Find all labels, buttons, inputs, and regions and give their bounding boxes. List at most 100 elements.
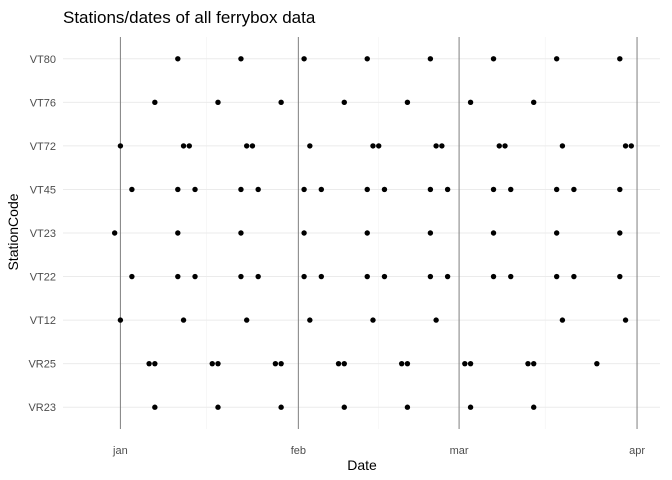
data-point-vt76 [215, 99, 221, 106]
data-point-vt23 [364, 230, 370, 236]
data-point-vt76 [278, 99, 284, 106]
x-tick-label-jan: jan [112, 445, 128, 457]
data-point-vt76 [531, 99, 537, 106]
data-point-vt45 [301, 186, 307, 193]
data-point-vt45 [427, 186, 434, 193]
data-point-vt45 [444, 186, 451, 193]
reference-lines [119, 37, 638, 429]
data-point-vt22 [318, 273, 325, 280]
y-axis-title: StationCode [5, 193, 21, 270]
data-point-vt72 [622, 143, 629, 149]
data-point-vt22 [255, 273, 261, 280]
data-point-vt45 [508, 186, 514, 193]
data-point-vt76 [152, 99, 158, 106]
data-point-vt22 [553, 273, 560, 280]
data-point-vt72 [628, 143, 634, 149]
y-tick-label-vt76: VT76 [30, 97, 56, 109]
grid-layer [63, 37, 660, 429]
x-axis-title: Date [347, 457, 377, 473]
data-point-vt45 [129, 186, 135, 193]
data-point-vr23 [531, 404, 537, 410]
data-point-vt12 [307, 317, 313, 323]
data-point-vr25 [278, 360, 284, 367]
data-point-vt12 [180, 317, 187, 323]
data-point-vt45 [364, 186, 370, 193]
data-point-vr23 [467, 404, 474, 410]
data-point-vt12 [433, 317, 439, 323]
data-point-vt45 [617, 186, 623, 193]
data-point-vt72 [433, 143, 439, 149]
data-point-vt72 [186, 143, 192, 149]
data-point-vr23 [215, 404, 221, 410]
data-point-vr25 [398, 360, 405, 367]
x-axis-ticks: jan feb mar apr [112, 445, 645, 457]
y-tick-label-vt22: VT22 [30, 272, 56, 284]
x-tick-label-apr: apr [629, 445, 645, 457]
data-point-vr25 [404, 360, 411, 367]
data-point-vt72 [243, 143, 250, 149]
data-point-vr25 [215, 360, 221, 367]
y-tick-label-vt12: VT12 [30, 315, 56, 327]
data-point-vt45 [490, 186, 497, 193]
data-point-vt23 [617, 230, 623, 236]
data-point-vr25 [341, 360, 347, 367]
points-layer [111, 56, 634, 410]
data-point-vr25 [209, 360, 215, 367]
data-point-vt22 [490, 273, 497, 280]
data-point-vt23 [238, 230, 244, 236]
data-point-vt23 [111, 230, 118, 236]
data-point-vr25 [152, 360, 158, 367]
data-point-vt45 [318, 186, 325, 193]
y-tick-label-vr25: VR25 [28, 359, 56, 371]
data-point-vt76 [467, 99, 474, 106]
data-point-vt22 [364, 273, 370, 280]
data-point-vt12 [243, 317, 250, 323]
data-point-vt80 [427, 56, 434, 62]
y-tick-label-vt80: VT80 [30, 54, 56, 66]
data-point-vt80 [553, 56, 560, 62]
y-tick-label-vt23: VT23 [30, 228, 56, 240]
data-point-vr23 [278, 404, 284, 410]
data-point-vt12 [622, 317, 629, 323]
data-point-vt72 [180, 143, 187, 149]
data-point-vt76 [341, 99, 347, 106]
data-point-vt45 [238, 186, 244, 193]
data-point-vt22 [175, 273, 181, 280]
data-point-vt23 [301, 230, 307, 236]
data-point-vr25 [594, 360, 600, 367]
y-tick-label-vr23: VR23 [28, 402, 56, 414]
data-point-vt22 [192, 273, 198, 280]
data-point-vr25 [335, 360, 342, 367]
data-point-vt72 [249, 143, 256, 149]
data-point-vt22 [617, 273, 623, 280]
data-point-vr25 [462, 360, 468, 367]
data-point-vt80 [301, 56, 307, 62]
data-point-vt72 [439, 143, 445, 149]
data-point-vt72 [559, 143, 566, 149]
data-point-vr25 [467, 360, 474, 367]
data-point-vt72 [370, 143, 376, 149]
data-point-vr25 [525, 360, 531, 367]
data-point-vt80 [490, 56, 497, 62]
data-point-vt80 [364, 56, 370, 62]
data-point-vt72 [376, 143, 382, 149]
data-point-vt80 [175, 56, 181, 62]
data-point-vt23 [553, 230, 560, 236]
y-axis-ticks: VR23 VR25 VT12 VT22 VT23 VT45 VT72 VT76 VT80 [28, 54, 56, 414]
data-point-vt12 [117, 317, 124, 323]
data-point-vt22 [129, 273, 135, 280]
data-point-vr25 [531, 360, 537, 367]
data-point-vr23 [404, 404, 411, 410]
data-point-vt45 [553, 186, 560, 193]
data-point-vt22 [238, 273, 244, 280]
y-tick-label-vt72: VT72 [30, 141, 56, 153]
data-point-vt45 [571, 186, 577, 193]
data-point-vt22 [301, 273, 307, 280]
data-point-vt45 [175, 186, 181, 193]
data-point-vr23 [341, 404, 347, 410]
data-point-vt12 [559, 317, 566, 323]
data-point-vt22 [427, 273, 434, 280]
data-point-vt45 [192, 186, 198, 193]
data-point-vt80 [238, 56, 244, 62]
